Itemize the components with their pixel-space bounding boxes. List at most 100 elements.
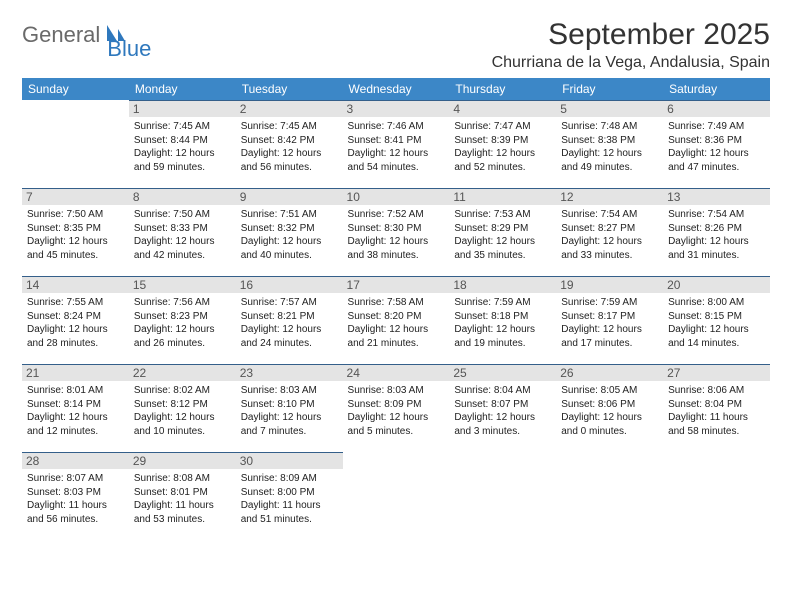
day-number: 26 bbox=[556, 365, 663, 381]
day-header: Saturday bbox=[663, 78, 770, 100]
day-info: Sunrise: 7:51 AMSunset: 8:32 PMDaylight:… bbox=[241, 208, 338, 262]
calendar-week-row: 21 Sunrise: 8:01 AMSunset: 8:14 PMDayligh… bbox=[22, 364, 770, 452]
day-header: Monday bbox=[129, 78, 236, 100]
day-number: 9 bbox=[236, 189, 343, 205]
calendar-cell: 29Sunrise: 8:08 AMSunset: 8:01 PMDayligh… bbox=[129, 452, 236, 540]
day-info: Sunrise: 8:03 AMSunset: 8:10 PMDaylight:… bbox=[241, 384, 338, 438]
day-cell: 16 Sunrise: 7:57 AMSunset: 8:21 PMDayligh… bbox=[236, 276, 343, 364]
day-number: 21 bbox=[22, 365, 129, 381]
day-cell: 28Sunrise: 8:07 AMSunset: 8:03 PMDayligh… bbox=[22, 452, 129, 540]
day-info: Sunrise: 8:03 AMSunset: 8:09 PMDaylight:… bbox=[348, 384, 445, 438]
calendar-cell: 28Sunrise: 8:07 AMSunset: 8:03 PMDayligh… bbox=[22, 452, 129, 540]
calendar-cell: 12Sunrise: 7:54 AMSunset: 8:27 PMDayligh… bbox=[556, 188, 663, 276]
calendar-cell: 8Sunrise: 7:50 AMSunset: 8:33 PMDaylight… bbox=[129, 188, 236, 276]
calendar-cell: 13 Sunrise: 7:54 AMSunset: 8:26 PMDayligh… bbox=[663, 188, 770, 276]
day-cell: 3 Sunrise: 7:46 AMSunset: 8:41 PMDaylight… bbox=[343, 100, 450, 188]
calendar-cell bbox=[343, 452, 450, 540]
day-number: 1 bbox=[129, 101, 236, 117]
calendar-body: 1Sunrise: 7:45 AMSunset: 8:44 PMDaylight… bbox=[22, 100, 770, 540]
calendar-cell: 4 Sunrise: 7:47 AMSunset: 8:39 PMDaylight… bbox=[449, 100, 556, 188]
calendar-cell bbox=[663, 452, 770, 540]
calendar-cell: 10Sunrise: 7:52 AMSunset: 8:30 PMDayligh… bbox=[343, 188, 450, 276]
day-number: 3 bbox=[343, 101, 450, 117]
calendar-cell: 23Sunrise: 8:03 AMSunset: 8:10 PMDayligh… bbox=[236, 364, 343, 452]
calendar-cell bbox=[556, 452, 663, 540]
day-cell: 15 Sunrise: 7:56 AMSunset: 8:23 PMDayligh… bbox=[129, 276, 236, 364]
day-info: Sunrise: 7:46 AMSunset: 8:41 PMDaylight:… bbox=[348, 120, 445, 174]
calendar-cell: 6Sunrise: 7:49 AMSunset: 8:36 PMDaylight… bbox=[663, 100, 770, 188]
day-number: 5 bbox=[556, 101, 663, 117]
day-info: Sunrise: 7:59 AMSunset: 8:17 PMDaylight:… bbox=[561, 296, 658, 350]
calendar-cell: 19 Sunrise: 7:59 AMSunset: 8:17 PMDayligh… bbox=[556, 276, 663, 364]
day-header: Wednesday bbox=[343, 78, 450, 100]
calendar-cell bbox=[449, 452, 556, 540]
logo-text-blue: Blue bbox=[107, 36, 151, 62]
day-number: 11 bbox=[449, 189, 556, 205]
day-info: Sunrise: 7:47 AMSunset: 8:39 PMDaylight:… bbox=[454, 120, 551, 174]
day-number: 12 bbox=[556, 189, 663, 205]
day-cell: 27Sunrise: 8:06 AMSunset: 8:04 PMDayligh… bbox=[663, 364, 770, 452]
day-info: Sunrise: 7:49 AMSunset: 8:36 PMDaylight:… bbox=[668, 120, 765, 174]
day-header-row: SundayMondayTuesdayWednesdayThursdayFrid… bbox=[22, 78, 770, 100]
day-cell: 21 Sunrise: 8:01 AMSunset: 8:14 PMDayligh… bbox=[22, 364, 129, 452]
day-cell: 6Sunrise: 7:49 AMSunset: 8:36 PMDaylight… bbox=[663, 100, 770, 188]
day-number: 19 bbox=[556, 277, 663, 293]
day-cell: 5Sunrise: 7:48 AMSunset: 8:38 PMDaylight… bbox=[556, 100, 663, 188]
day-cell: 18Sunrise: 7:59 AMSunset: 8:18 PMDayligh… bbox=[449, 276, 556, 364]
day-number: 8 bbox=[129, 189, 236, 205]
day-cell: 22 Sunrise: 8:02 AMSunset: 8:12 PMDayligh… bbox=[129, 364, 236, 452]
calendar-cell: 21 Sunrise: 8:01 AMSunset: 8:14 PMDayligh… bbox=[22, 364, 129, 452]
day-cell: 26Sunrise: 8:05 AMSunset: 8:06 PMDayligh… bbox=[556, 364, 663, 452]
day-info: Sunrise: 7:54 AMSunset: 8:26 PMDaylight:… bbox=[668, 208, 765, 262]
day-number: 15 bbox=[129, 277, 236, 293]
day-number: 30 bbox=[236, 453, 343, 469]
calendar-week-row: 14 Sunrise: 7:55 AMSunset: 8:24 PMDayligh… bbox=[22, 276, 770, 364]
day-cell: 10Sunrise: 7:52 AMSunset: 8:30 PMDayligh… bbox=[343, 188, 450, 276]
day-number: 14 bbox=[22, 277, 129, 293]
day-cell: 4 Sunrise: 7:47 AMSunset: 8:39 PMDaylight… bbox=[449, 100, 556, 188]
day-info: Sunrise: 7:55 AMSunset: 8:24 PMDaylight:… bbox=[27, 296, 124, 350]
day-info: Sunrise: 8:04 AMSunset: 8:07 PMDaylight:… bbox=[454, 384, 551, 438]
day-cell: 29Sunrise: 8:08 AMSunset: 8:01 PMDayligh… bbox=[129, 452, 236, 540]
calendar-cell: 25Sunrise: 8:04 AMSunset: 8:07 PMDayligh… bbox=[449, 364, 556, 452]
calendar-cell: 15 Sunrise: 7:56 AMSunset: 8:23 PMDayligh… bbox=[129, 276, 236, 364]
day-number: 16 bbox=[236, 277, 343, 293]
day-number: 2 bbox=[236, 101, 343, 117]
header: General Blue September 2025 Churriana de… bbox=[22, 18, 770, 72]
calendar-cell: 5Sunrise: 7:48 AMSunset: 8:38 PMDaylight… bbox=[556, 100, 663, 188]
day-cell: 7Sunrise: 7:50 AMSunset: 8:35 PMDaylight… bbox=[22, 188, 129, 276]
day-info: Sunrise: 8:02 AMSunset: 8:12 PMDaylight:… bbox=[134, 384, 231, 438]
day-info: Sunrise: 8:06 AMSunset: 8:04 PMDaylight:… bbox=[668, 384, 765, 438]
calendar-cell: 22 Sunrise: 8:02 AMSunset: 8:12 PMDayligh… bbox=[129, 364, 236, 452]
day-cell: 19 Sunrise: 7:59 AMSunset: 8:17 PMDayligh… bbox=[556, 276, 663, 364]
calendar-cell: 1Sunrise: 7:45 AMSunset: 8:44 PMDaylight… bbox=[129, 100, 236, 188]
logo: General Blue bbox=[22, 22, 173, 48]
day-cell: 13 Sunrise: 7:54 AMSunset: 8:26 PMDayligh… bbox=[663, 188, 770, 276]
day-info: Sunrise: 7:57 AMSunset: 8:21 PMDaylight:… bbox=[241, 296, 338, 350]
day-cell: 9 Sunrise: 7:51 AMSunset: 8:32 PMDaylight… bbox=[236, 188, 343, 276]
day-info: Sunrise: 8:01 AMSunset: 8:14 PMDaylight:… bbox=[27, 384, 124, 438]
day-info: Sunrise: 8:09 AMSunset: 8:00 PMDaylight:… bbox=[241, 472, 338, 526]
day-info: Sunrise: 8:08 AMSunset: 8:01 PMDaylight:… bbox=[134, 472, 231, 526]
calendar-cell: 27Sunrise: 8:06 AMSunset: 8:04 PMDayligh… bbox=[663, 364, 770, 452]
calendar-cell: 17Sunrise: 7:58 AMSunset: 8:20 PMDayligh… bbox=[343, 276, 450, 364]
day-header: Tuesday bbox=[236, 78, 343, 100]
page-title: September 2025 bbox=[492, 18, 770, 52]
day-cell: 14 Sunrise: 7:55 AMSunset: 8:24 PMDayligh… bbox=[22, 276, 129, 364]
calendar-cell: 30 Sunrise: 8:09 AMSunset: 8:00 PMDayligh… bbox=[236, 452, 343, 540]
day-info: Sunrise: 7:56 AMSunset: 8:23 PMDaylight:… bbox=[134, 296, 231, 350]
calendar-week-row: 28Sunrise: 8:07 AMSunset: 8:03 PMDayligh… bbox=[22, 452, 770, 540]
day-number: 13 bbox=[663, 189, 770, 205]
calendar-cell: 7Sunrise: 7:50 AMSunset: 8:35 PMDaylight… bbox=[22, 188, 129, 276]
day-info: Sunrise: 7:50 AMSunset: 8:35 PMDaylight:… bbox=[27, 208, 124, 262]
calendar-cell: 18Sunrise: 7:59 AMSunset: 8:18 PMDayligh… bbox=[449, 276, 556, 364]
day-number: 22 bbox=[129, 365, 236, 381]
day-cell: 1Sunrise: 7:45 AMSunset: 8:44 PMDaylight… bbox=[129, 100, 236, 188]
day-number: 4 bbox=[449, 101, 556, 117]
day-cell: 11Sunrise: 7:53 AMSunset: 8:29 PMDayligh… bbox=[449, 188, 556, 276]
calendar-table: SundayMondayTuesdayWednesdayThursdayFrid… bbox=[22, 78, 770, 540]
calendar-cell: 9 Sunrise: 7:51 AMSunset: 8:32 PMDaylight… bbox=[236, 188, 343, 276]
day-header: Friday bbox=[556, 78, 663, 100]
title-block: September 2025 Churriana de la Vega, And… bbox=[492, 18, 770, 72]
day-header: Thursday bbox=[449, 78, 556, 100]
